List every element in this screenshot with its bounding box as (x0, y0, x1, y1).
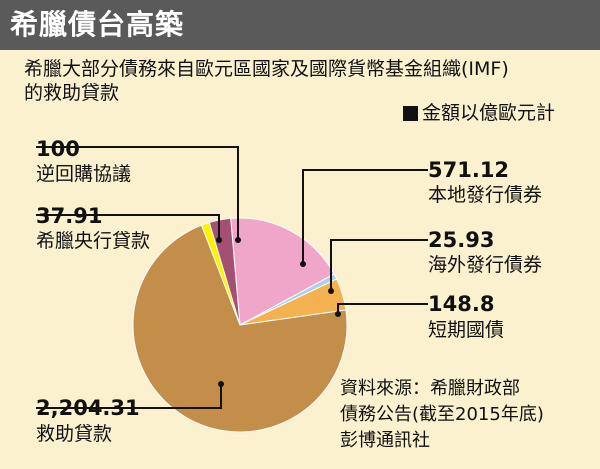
title-bar: 希臘債台高築 (0, 0, 600, 50)
chart-title: 希臘債台高築 (10, 8, 185, 41)
legend-square-icon (403, 105, 418, 121)
leader-short-term-bills (337, 303, 428, 313)
leader-central-bank-loan-dot (216, 237, 222, 243)
unit-note-text: 金額以億歐元計 (422, 102, 556, 124)
value-label-reverse-repo: 100 (36, 137, 80, 161)
subtitle-line-2: 的救助貸款 (24, 82, 120, 104)
leader-central-bank-loan (36, 214, 220, 238)
category-label-reverse-repo: 逆回購協議 (36, 163, 132, 185)
leader-domestic-bonds-dot (300, 261, 306, 267)
category-label-foreign-bonds: 海外發行債券 (428, 254, 543, 276)
source-line-3: 彭博通訊社 (340, 430, 430, 451)
source-line-2: 債務公告(截至2015年底) (340, 404, 544, 425)
unit-note: 金額以億歐元計 (403, 101, 555, 125)
value-label-short-term-bills: 148.8 (428, 292, 495, 316)
leader-bailout-loans (36, 386, 222, 409)
category-label-domestic-bonds: 本地發行債券 (428, 184, 543, 206)
category-label-short-term-bills: 短期國債 (428, 319, 505, 341)
source-line-1: 資料來源：希臘財政部 (340, 378, 520, 399)
leader-bailout-loans-dot (218, 381, 224, 387)
value-label-central-bank-loan: 37.91 (36, 204, 103, 228)
category-label-central-bank-loan: 希臘央行貸款 (36, 230, 151, 252)
slice-domestic-bonds (230, 217, 335, 326)
leader-domestic-bonds (302, 169, 428, 262)
leader-reverse-repo-dot (235, 237, 241, 243)
leader-foreign-bonds-dot (328, 288, 334, 294)
value-label-bailout-loans: 2,204.31 (36, 396, 140, 420)
value-label-foreign-bonds: 25.93 (428, 228, 495, 252)
slice-bailout-loans (132, 224, 348, 433)
leader-foreign-bonds (330, 239, 428, 289)
leader-short-term-bills-dot (335, 311, 341, 317)
leader-reverse-repo (36, 146, 239, 238)
value-label-domestic-bonds: 571.12 (428, 158, 510, 182)
subtitle-line-1: 希臘大部分債務來自歐元區國家及國際貨幣基金組織(IMF) (24, 58, 509, 80)
category-label-bailout-loans: 救助貸款 (36, 423, 113, 445)
